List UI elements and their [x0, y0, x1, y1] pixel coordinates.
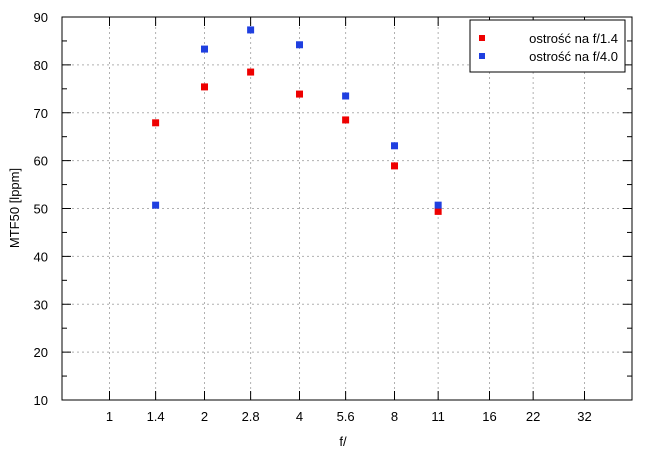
y-tick-label: 40	[34, 249, 48, 264]
data-point-series-1	[342, 92, 350, 100]
y-tick-label: 10	[34, 393, 48, 408]
legend-box	[469, 19, 626, 73]
x-tick-label: 1	[106, 409, 113, 424]
data-points	[152, 26, 442, 215]
data-point-series-1	[296, 41, 304, 49]
x-tick-label: 4	[296, 409, 303, 424]
data-point-series-0	[434, 207, 442, 215]
x-tick-label: 1.4	[147, 409, 165, 424]
legend-marker-0	[479, 35, 485, 41]
data-point-series-0	[391, 162, 399, 170]
y-tick-label: 90	[34, 10, 48, 25]
x-tick-label: 2.8	[242, 409, 260, 424]
data-point-series-1	[247, 26, 255, 34]
y-tick-label: 70	[34, 106, 48, 121]
data-point-series-0	[247, 68, 255, 76]
axis-ticks: 1 1.4 2 2.8 4 5.6 8 11 16 22 32 10 20 30 40 50 60 70 80 90	[34, 10, 632, 424]
y-axis-label: MTF50 [lppm]	[7, 168, 22, 248]
grid	[62, 17, 632, 400]
legend-label-1: ostrość na f/4.0	[529, 49, 618, 64]
x-tick-label: 16	[482, 409, 496, 424]
x-tick-label: 32	[577, 409, 591, 424]
plot-frame	[61, 16, 633, 401]
legend-marker-1	[479, 53, 485, 59]
x-axis-label: f/	[339, 434, 347, 449]
y-tick-label: 60	[34, 154, 48, 169]
x-tick-label: 8	[391, 409, 398, 424]
data-point-series-1	[434, 201, 442, 209]
data-point-series-1	[201, 45, 209, 53]
data-point-series-0	[152, 119, 160, 127]
y-tick-label: 30	[34, 297, 48, 312]
x-tick-label: 5.6	[337, 409, 355, 424]
y-tick-label: 20	[34, 345, 48, 360]
y-tick-label: 80	[34, 58, 48, 73]
x-tick-label: 2	[201, 409, 208, 424]
data-point-series-1	[152, 201, 160, 209]
legend: ostrość na f/1.4 ostrość na f/4.0	[469, 19, 626, 73]
y-tick-label: 50	[34, 202, 48, 217]
data-point-series-0	[201, 83, 209, 91]
data-point-series-0	[296, 90, 304, 98]
x-tick-label: 22	[526, 409, 540, 424]
x-tick-label: 11	[431, 409, 445, 424]
data-point-series-1	[391, 142, 399, 150]
data-point-series-0	[342, 116, 350, 124]
legend-label-0: ostrość na f/1.4	[529, 31, 618, 46]
